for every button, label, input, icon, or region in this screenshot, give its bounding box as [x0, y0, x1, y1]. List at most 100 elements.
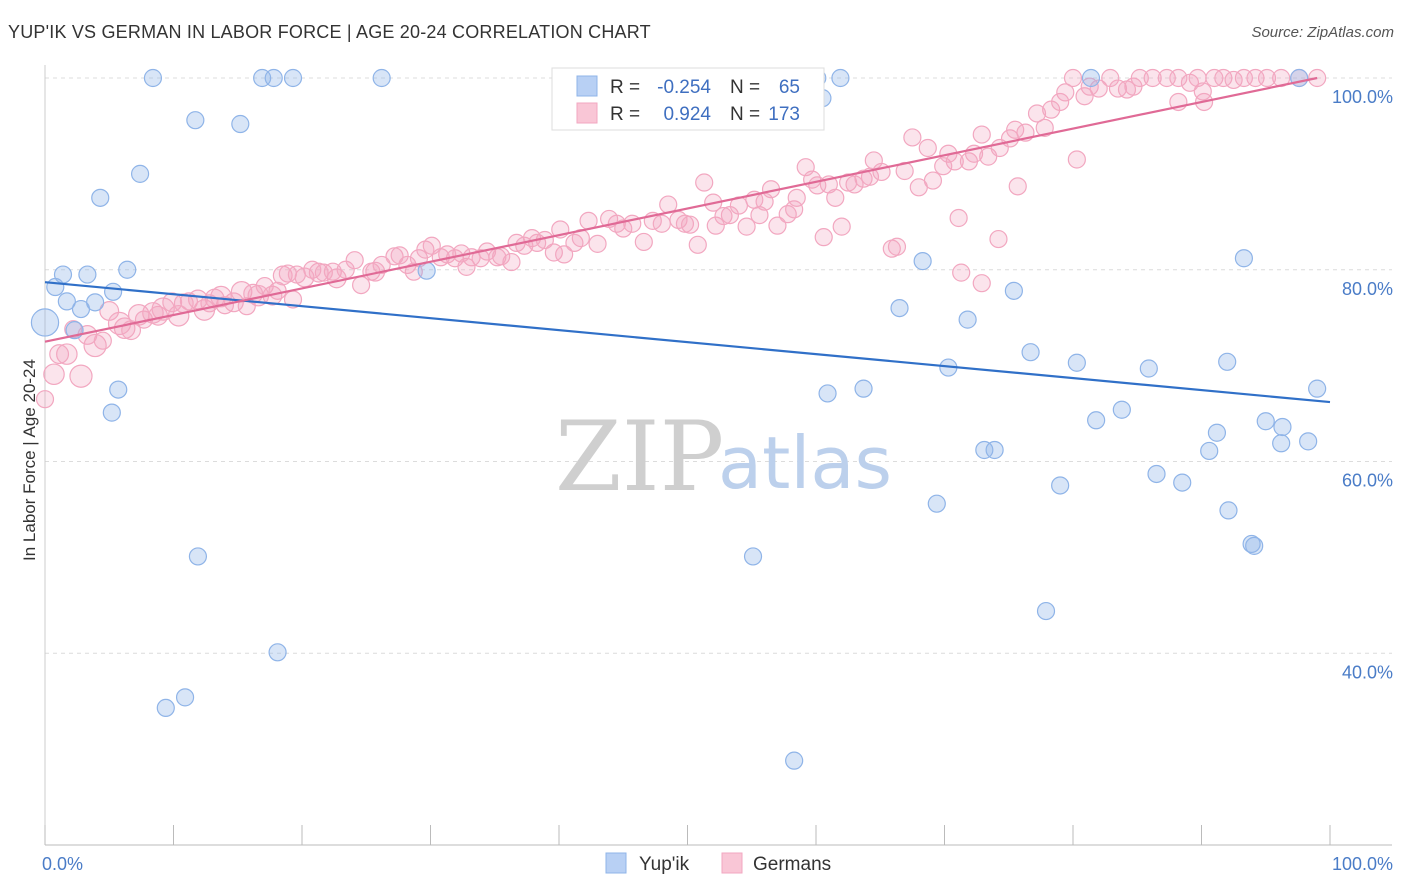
- yupik-point: [1218, 352, 1237, 371]
- x-tick-labels: 0.0% 100.0%: [42, 854, 1393, 874]
- stats-r-yupik: -0.254: [657, 77, 711, 98]
- yupik-point: [1207, 423, 1227, 442]
- yupik-point: [91, 188, 110, 207]
- germans-point: [972, 274, 991, 293]
- germans-point: [56, 343, 78, 365]
- yupik-point: [831, 68, 850, 88]
- watermark-atlas: atlas: [718, 421, 892, 505]
- yupik-point: [985, 440, 1004, 460]
- yupik-point: [975, 440, 994, 460]
- germans-point: [35, 390, 55, 409]
- yupik-point: [231, 114, 250, 134]
- germans-point: [555, 245, 574, 264]
- stats-n-label-germans: N =: [730, 104, 760, 125]
- yupik-point: [1234, 249, 1254, 268]
- yupik-point: [186, 111, 205, 130]
- germans-point: [1063, 68, 1083, 88]
- y-tick-label: 100.0%: [1332, 87, 1393, 107]
- yupik-point: [1200, 441, 1219, 461]
- germans-point: [1169, 68, 1188, 88]
- yupik-point: [927, 494, 946, 513]
- germans-point: [688, 235, 707, 254]
- legend-swatch-yupik: [605, 852, 627, 874]
- yupik-point: [130, 164, 150, 183]
- germans-point: [949, 208, 968, 228]
- yupik-point: [86, 293, 105, 312]
- germans-point: [634, 232, 653, 252]
- germans-point: [1143, 68, 1162, 88]
- yupik-point: [156, 698, 175, 717]
- gridlines: [45, 77, 1392, 654]
- yupik-point: [743, 547, 763, 566]
- yupik-point: [175, 688, 195, 707]
- germans-point: [1075, 87, 1094, 106]
- germans-point: [49, 344, 70, 365]
- germans-point: [64, 320, 83, 339]
- germans-point: [952, 263, 971, 282]
- chart-title: YUP'IK VS GERMAN IN LABOR FORCE | AGE 20…: [8, 22, 651, 42]
- yupik-point: [109, 380, 128, 399]
- germans-point: [308, 262, 329, 283]
- yupik-point: [1139, 359, 1158, 378]
- yupik-point: [78, 265, 97, 284]
- germans-point: [1130, 68, 1149, 88]
- yupik-point: [818, 384, 837, 403]
- germans-point: [614, 219, 633, 238]
- stats-n-yupik: 65: [779, 77, 800, 98]
- trendline-yupik: [44, 281, 1331, 404]
- yupik-point: [188, 547, 208, 566]
- series-germans: [35, 68, 1327, 409]
- yupik-point: [1308, 379, 1327, 398]
- germans-point: [93, 331, 112, 350]
- germans-point: [706, 216, 725, 235]
- germans-point: [923, 171, 943, 190]
- germans-point: [887, 237, 907, 256]
- germans-point: [826, 188, 845, 207]
- yupik-point: [372, 68, 391, 88]
- germans-point: [588, 234, 607, 253]
- legend-label-yupik: Yup'ik: [639, 854, 690, 875]
- germans-point: [785, 200, 804, 219]
- germans-point: [1035, 118, 1054, 137]
- yupik-point: [30, 308, 60, 337]
- germans-point: [750, 206, 769, 225]
- yupik-point: [1272, 434, 1291, 453]
- yupik-point: [264, 68, 283, 88]
- germans-point: [390, 246, 409, 265]
- germans-point: [652, 214, 671, 233]
- germans-point: [832, 217, 851, 236]
- yupik-point: [1004, 281, 1023, 300]
- germans-point: [839, 173, 858, 192]
- germans-point: [854, 169, 873, 188]
- germans-point: [787, 188, 806, 207]
- x-tick-label: 0.0%: [42, 854, 83, 874]
- germans-point: [404, 262, 423, 281]
- germans-point: [714, 206, 733, 226]
- yupik-point: [1067, 353, 1086, 372]
- yupik-point: [890, 299, 909, 318]
- watermark-zip: ZIP: [555, 401, 724, 513]
- germans-point: [1257, 68, 1277, 88]
- germans-point: [457, 257, 476, 276]
- germans-point: [768, 216, 787, 235]
- germans-point: [43, 363, 65, 386]
- yupik-point: [102, 403, 121, 422]
- stats-n-label-yupik: N =: [730, 77, 760, 98]
- y-tick-label: 80.0%: [1342, 279, 1393, 299]
- stats-box: R = -0.254 N = 65 R = 0.924 N = 173: [551, 67, 825, 131]
- yupik-point: [854, 379, 873, 398]
- germans-point: [918, 138, 937, 158]
- germans-point: [187, 289, 208, 310]
- y-axis-label: In Labor Force | Age 20-24: [20, 359, 39, 561]
- germans-point: [1006, 120, 1025, 139]
- yupik-point: [1256, 412, 1275, 431]
- y-tick-label: 60.0%: [1342, 471, 1393, 491]
- axes: [44, 65, 1392, 846]
- germans-point: [385, 247, 404, 266]
- germans-point: [69, 364, 93, 388]
- yupik-point: [1081, 68, 1101, 88]
- germans-point: [1056, 83, 1075, 102]
- yupik-point: [1147, 464, 1166, 484]
- germans-point: [345, 251, 364, 270]
- stats-r-label-yupik: R =: [610, 77, 640, 98]
